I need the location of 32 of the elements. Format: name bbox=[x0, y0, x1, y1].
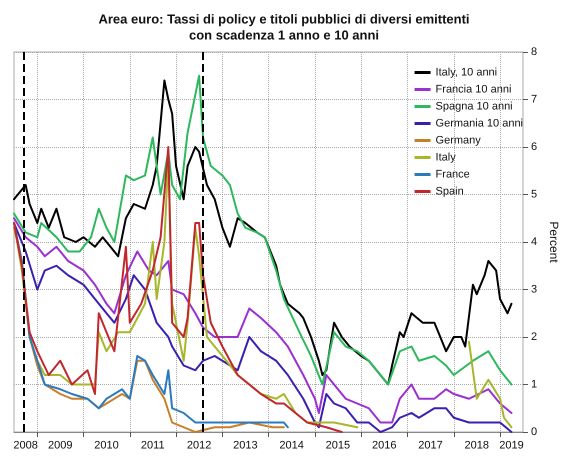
y-tick-label: 1 bbox=[530, 378, 538, 390]
y-tick-label: 4 bbox=[530, 236, 538, 248]
x-tick-label: 2011 bbox=[140, 440, 165, 452]
legend-label: Germania 10 anni bbox=[436, 118, 524, 130]
y-tick-label: 7 bbox=[530, 94, 538, 106]
y-tick-label: 2 bbox=[530, 331, 538, 343]
x-tick-label: 2019 bbox=[499, 440, 524, 452]
y-tick-label: 8 bbox=[530, 46, 538, 58]
y-tick-label: 6 bbox=[530, 141, 538, 153]
y-axis-title: Percent bbox=[547, 221, 561, 264]
x-tick-label: 2018 bbox=[464, 440, 489, 452]
x-tick-label: 2008 bbox=[13, 440, 38, 452]
x-tick-label: 2009 bbox=[48, 440, 72, 452]
legend-label: Germany bbox=[436, 134, 482, 146]
x-tick-label: 2013 bbox=[233, 440, 258, 452]
chart-title: Area euro: Tassi di policy e titoli pubblici di diversi emittenti con scadenza 1 anno e 10 anni bbox=[98, 12, 470, 42]
x-tick-label: 2012 bbox=[186, 440, 212, 452]
x-tick-label: 2010 bbox=[94, 440, 119, 452]
legend-label: Francia 10 anni bbox=[436, 84, 512, 96]
legend-label: France bbox=[436, 168, 470, 180]
y-tick-label: 5 bbox=[530, 188, 538, 200]
legend-label: Spagna 10 anni bbox=[436, 100, 513, 112]
y-tick-label: 3 bbox=[530, 284, 538, 296]
line-series bbox=[13, 146, 343, 433]
y-tick-label: 0 bbox=[530, 426, 538, 438]
legend-label: Spain bbox=[436, 186, 464, 198]
legend-label: Italy bbox=[436, 152, 456, 164]
x-tick-label: 2016 bbox=[372, 440, 396, 452]
x-tick-label: 2014 bbox=[279, 440, 304, 452]
x-tick-label: 2015 bbox=[326, 440, 350, 452]
x-tick-label: 2017 bbox=[418, 440, 443, 452]
legend-label: Italy, 10 anni bbox=[436, 66, 498, 78]
